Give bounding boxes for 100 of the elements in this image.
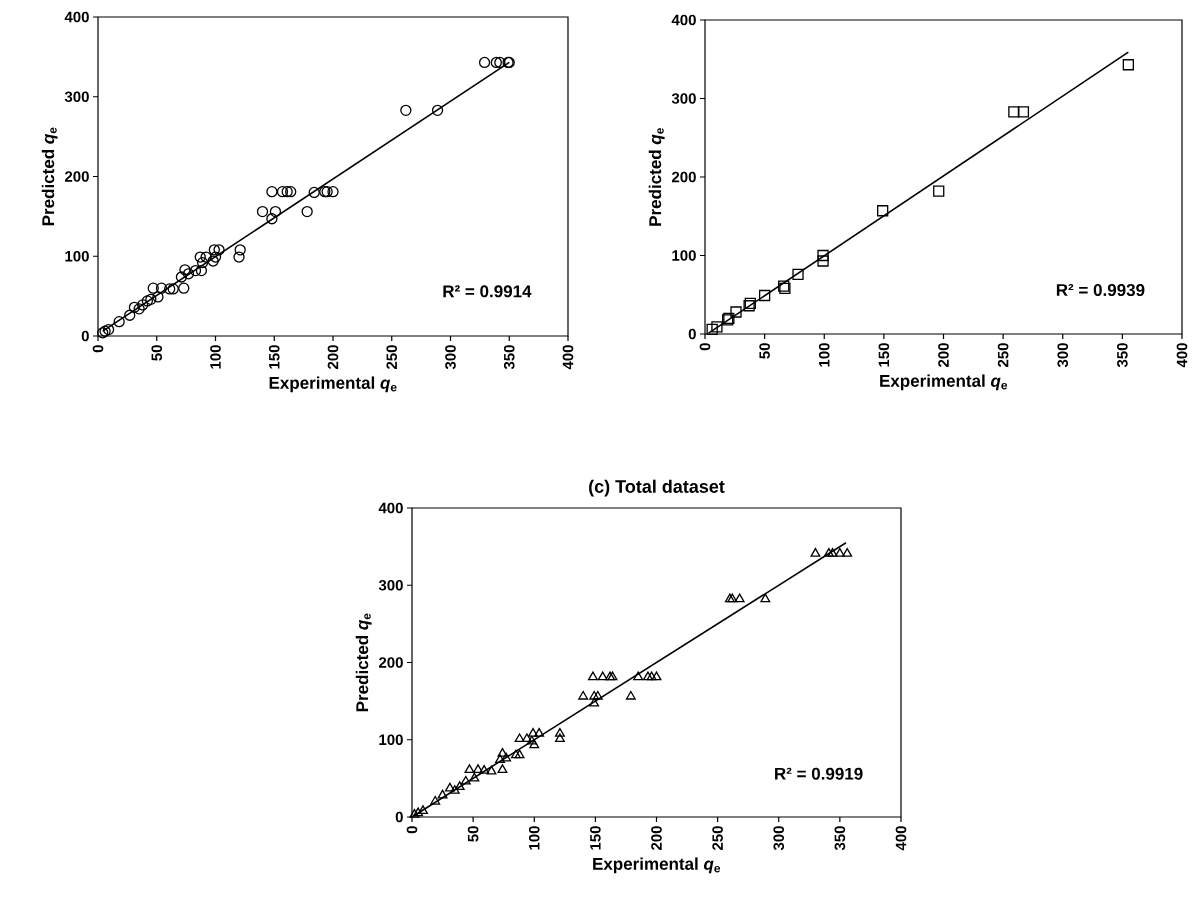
point [834, 547, 845, 557]
chart-title: (c) Total dataset [589, 479, 725, 497]
y-tick-label: 400 [64, 11, 89, 23]
annotation: R² = 0.9914 [443, 285, 532, 298]
x-tick-label: 350 [1117, 343, 1128, 368]
x-tick-label: 50 [467, 826, 479, 842]
y-tick-label: 300 [671, 93, 696, 104]
point [464, 764, 475, 774]
point [810, 547, 821, 557]
point [1122, 59, 1134, 71]
point [418, 805, 428, 814]
point [460, 775, 471, 785]
point [430, 795, 441, 805]
point [145, 293, 157, 305]
point [730, 306, 742, 318]
point [490, 56, 502, 69]
point [597, 671, 608, 681]
x-tick-label: 200 [651, 826, 662, 851]
point [473, 764, 483, 774]
point [646, 671, 657, 681]
y-axis-title: Predicted q$_{e}$ [355, 613, 372, 712]
x-tick-label: 150 [590, 826, 601, 850]
point [521, 733, 532, 743]
x-tick-label: 0 [406, 826, 418, 834]
x-tick-label: 250 [386, 345, 398, 370]
x-tick-label: 250 [997, 343, 1009, 368]
point [175, 271, 188, 283]
x-tick-label: 300 [773, 826, 785, 851]
y-tick-label: 300 [64, 91, 89, 103]
point [266, 213, 278, 225]
point [510, 749, 521, 759]
point [486, 765, 497, 775]
point [152, 291, 164, 303]
point [113, 315, 125, 328]
point [633, 671, 644, 681]
point [534, 727, 545, 737]
point [1017, 106, 1030, 118]
point [189, 264, 202, 277]
point [760, 593, 771, 603]
x-tick-label: 100 [818, 343, 830, 367]
point [514, 733, 525, 743]
point [625, 690, 636, 700]
point [301, 205, 313, 218]
point [400, 104, 412, 116]
point [444, 782, 455, 792]
point [155, 282, 168, 294]
point [578, 690, 589, 700]
point [554, 733, 565, 743]
y-tick-label: 100 [672, 250, 696, 261]
point [209, 251, 222, 263]
point [233, 251, 245, 263]
point [711, 321, 723, 333]
point [1008, 106, 1020, 118]
x-tick-label: 400 [895, 826, 907, 851]
point [179, 264, 191, 276]
y-tick-label: 200 [378, 657, 403, 668]
x-tick-label: 150 [878, 343, 890, 367]
point [147, 282, 159, 294]
point [823, 547, 834, 557]
point [207, 255, 219, 267]
y-tick-label: 400 [671, 14, 696, 26]
x-tick-label: 50 [151, 345, 163, 361]
point [133, 303, 145, 315]
point [269, 205, 282, 218]
point [817, 249, 829, 262]
point [642, 671, 653, 681]
x-tick-label: 400 [1176, 343, 1188, 368]
point [495, 754, 505, 763]
x-axis-title: Experimental q$_{e}$ [269, 376, 397, 393]
point [497, 747, 508, 757]
y-tick-label: 100 [379, 734, 403, 746]
point [266, 186, 278, 198]
point [194, 251, 206, 263]
y-axis-title: Predicted q$_{e}$ [648, 128, 665, 226]
y-tick-label: 400 [378, 502, 403, 514]
point [449, 785, 460, 794]
x-axis-title: Experimental q$_{e}$ [880, 374, 1008, 391]
x-tick-label: 150 [268, 345, 280, 369]
point [758, 289, 771, 302]
point [128, 301, 141, 313]
point [213, 244, 225, 256]
point [529, 739, 540, 749]
point [285, 186, 297, 198]
point [497, 764, 508, 774]
point [281, 186, 293, 198]
point [526, 735, 537, 745]
y-axis-title: Predicted q$_{e}$ [41, 127, 58, 226]
x-tick-label: 100 [210, 345, 221, 369]
point [437, 789, 448, 799]
point [651, 671, 662, 681]
point [842, 547, 853, 557]
x-tick-label: 300 [445, 345, 456, 370]
point [514, 749, 525, 759]
point [413, 807, 424, 817]
x-tick-label: 50 [759, 343, 770, 359]
y-tick-label: 0 [81, 330, 89, 342]
point [178, 282, 190, 294]
point [195, 264, 208, 277]
x-tick-label: 200 [938, 343, 949, 368]
point [124, 309, 136, 321]
